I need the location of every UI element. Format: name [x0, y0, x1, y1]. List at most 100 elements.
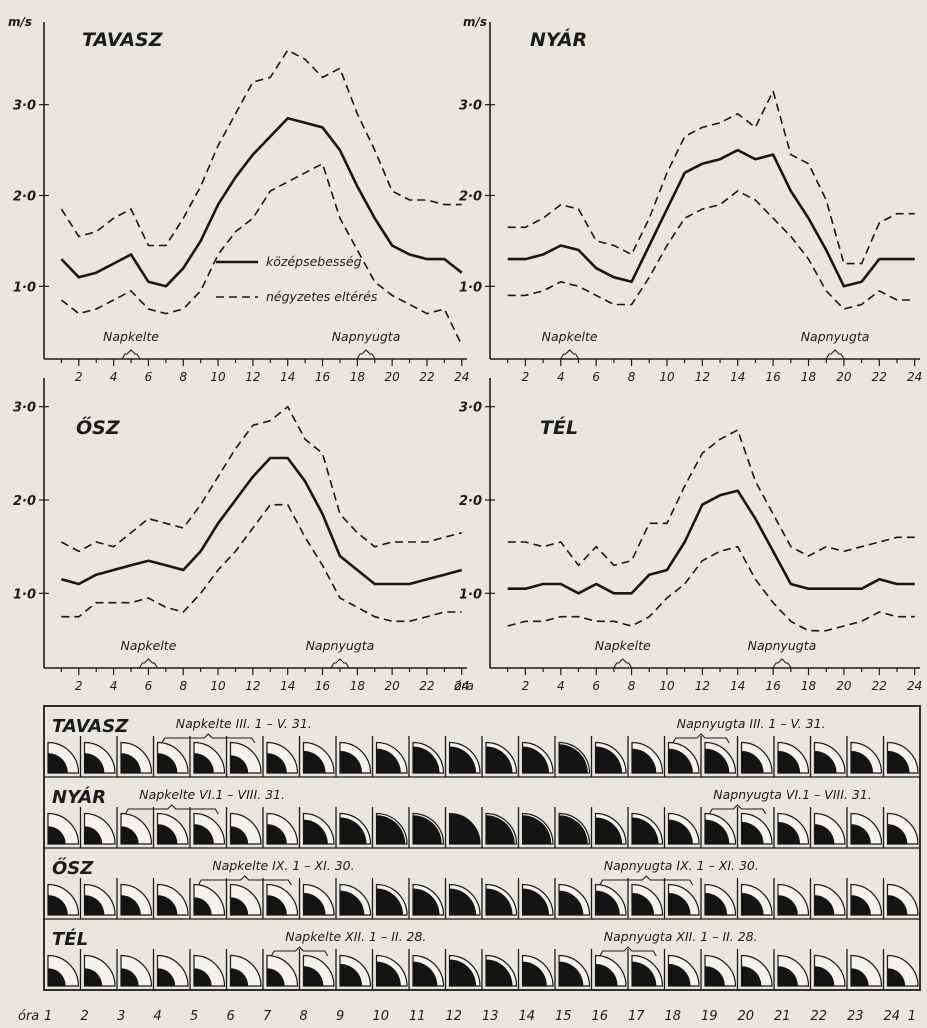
y-unit-label: m/s: [8, 15, 32, 29]
sunrise-marker: [138, 658, 158, 669]
wind-rose-cell: [850, 812, 883, 845]
lower-deviation-line: [507, 545, 915, 632]
x-tick-label: 14: [280, 679, 295, 693]
sunset-range: Napnyugta VI.1 – VIII. 31.: [713, 787, 871, 802]
grid-hour-label: 1: [908, 1009, 916, 1024]
upper-deviation-line: [60, 49, 462, 247]
wind-rose-cell: [485, 812, 518, 845]
cell-fill: [486, 959, 513, 986]
mean-speed-line: [61, 456, 463, 586]
grid-hour-label: 24: [884, 1009, 901, 1024]
legend-dev-label: négyzetes eltérés: [266, 289, 378, 304]
cell-fill: [705, 892, 728, 915]
sunset-label: Napnyugta: [306, 638, 375, 653]
wind-rose-cell: [704, 883, 737, 916]
cell-fill: [668, 819, 693, 844]
cell-fill: [741, 821, 764, 844]
wind-rose-cell: [740, 812, 773, 845]
wind-rose-cell: [47, 954, 80, 987]
wind-rose-cell: [47, 883, 80, 916]
y-tick-label: 3·0: [13, 401, 36, 416]
x-tick-label: 22: [419, 370, 434, 384]
sunset-range-bracket: [599, 946, 657, 957]
wind-rose-cell: [704, 812, 737, 845]
wind-rose-cell: [448, 883, 481, 916]
chart-title: NYÁR: [530, 28, 587, 51]
x-tick-label: 10: [210, 370, 226, 384]
cell-fill: [559, 961, 584, 986]
wind-rose-cell: [266, 883, 299, 916]
wind-rose-cell: [47, 741, 80, 774]
x-tick-label: 22: [872, 370, 887, 384]
wind-rose-cell: [302, 954, 335, 987]
cell-fill: [48, 895, 68, 915]
wind-rose-cell: [777, 741, 810, 774]
wind-rose-cell: [667, 741, 700, 774]
sunset-range: Napnyugta XII. 1 – II. 28.: [604, 929, 758, 944]
sunrise-range: Napkelte VI.1 – VIII. 31.: [139, 787, 285, 802]
x-tick-label: 20: [385, 679, 401, 693]
cell-fill: [413, 961, 438, 986]
cell-fill: [413, 888, 440, 915]
x-tick-label: 20: [836, 370, 852, 384]
x-tick-label: 12: [245, 370, 260, 384]
y-tick-label: 3·0: [459, 99, 482, 114]
cell-fill: [194, 968, 212, 986]
y-unit-label: m/s: [463, 15, 487, 29]
wind-rose-cell: [850, 741, 883, 774]
cell-fill: [559, 815, 588, 844]
x-tick-label: 4: [557, 370, 565, 384]
wind-rose-cell: [667, 812, 700, 845]
wind-rose-cell: [229, 741, 262, 774]
y-tick-label: 1·0: [13, 587, 36, 602]
x-tick-label: 18: [350, 679, 366, 693]
wind-rose-cell: [120, 741, 153, 774]
cell-fill: [376, 961, 401, 986]
wind-rose-cell: [850, 883, 883, 916]
cell-fill: [303, 750, 326, 773]
wind-rose-cell: [120, 954, 153, 987]
cell-fill: [851, 968, 869, 986]
wind-rose-cell: [777, 954, 810, 987]
wind-rose-cell: [813, 741, 846, 774]
sunset-marker: [772, 658, 792, 669]
cell-fill: [851, 750, 874, 773]
wind-rose-cell: [886, 954, 919, 987]
wind-rose-cell: [412, 741, 445, 774]
wind-rose-cell: [412, 954, 445, 987]
x-tick-label: 6: [592, 370, 600, 384]
cell-fill: [194, 753, 214, 773]
cell-fill: [486, 888, 513, 915]
cell-fill: [778, 821, 801, 844]
wind-rose-cell: [594, 812, 627, 845]
x-tick-label: 8: [179, 679, 187, 693]
x-tick-label: 6: [592, 679, 600, 693]
wind-rose-cell: [412, 812, 445, 845]
cell-fill: [303, 966, 324, 986]
cell-fill: [230, 826, 249, 844]
grid-hour-label: 1: [44, 1009, 52, 1024]
cell-fill: [157, 753, 178, 773]
x-tick-label: 16: [315, 679, 331, 693]
grid-hour-label: 20: [738, 1009, 755, 1024]
grid-hour-label: 19: [701, 1009, 718, 1024]
sunset-label: Napnyugta: [801, 329, 870, 344]
wind-rose-cell: [485, 741, 518, 774]
cell-fill: [230, 755, 249, 773]
cell-fill: [157, 824, 178, 844]
wind-rose-cell: [448, 741, 481, 774]
cell-fill: [595, 890, 620, 915]
cell-fill: [267, 824, 287, 844]
x-tick-label: 12: [245, 679, 260, 693]
cell-fill: [340, 890, 365, 915]
cell-fill: [267, 968, 285, 986]
y-tick-label: 1·0: [459, 280, 482, 295]
wind-rose-cell: [156, 883, 189, 916]
y-tick-label: 1·0: [13, 280, 36, 295]
x-tick-label: 6: [145, 370, 153, 384]
wind-rose-cell: [631, 954, 664, 987]
grid-hour-label: 12: [446, 1009, 463, 1024]
wind-rose-cell: [375, 741, 408, 774]
grid-hour-label: 9: [336, 1009, 344, 1024]
sunset-marker: [356, 349, 376, 360]
